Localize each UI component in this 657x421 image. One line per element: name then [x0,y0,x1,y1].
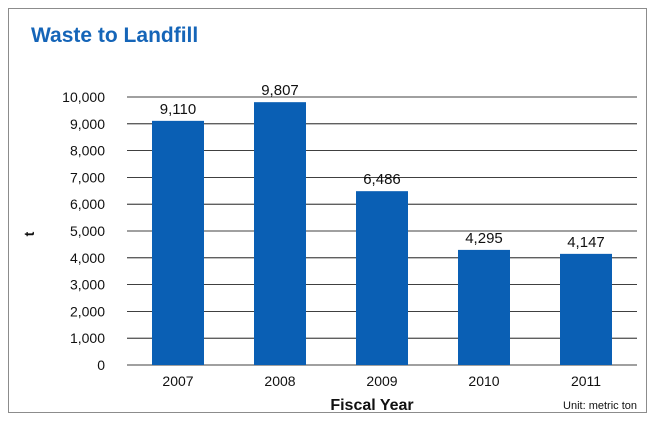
y-axis-ticks: 0 1,000 2,000 3,000 4,000 5,000 6,000 7,000 8,00… [62,89,105,373]
bar-2011 [560,253,612,365]
y-tick-label: 6,000 [70,196,105,212]
bar-2008 [254,102,306,366]
y-tick-label: 7,000 [70,169,105,185]
x-tick-label: 2010 [468,373,499,389]
y-tick-label: 8,000 [70,143,105,159]
y-tick-label: 4,000 [70,250,105,266]
data-label: 9,110 [160,101,196,118]
y-tick-label: 0 [97,357,105,373]
chart-title: Waste to Landfill [31,24,199,47]
x-tick-label: 2008 [264,373,295,389]
x-axis-label: Fiscal Year [330,397,413,414]
bar-2007 [152,120,204,366]
y-tick-label: 5,000 [70,223,105,239]
x-tick-label: 2007 [162,373,193,389]
bar-2010 [458,249,510,365]
data-label: 4,147 [567,234,605,251]
unit-note: Unit: metric ton [563,400,637,412]
chart-frame [8,8,647,413]
data-label: 6,486 [363,171,401,188]
data-labels: 9,110 9,807 6,486 4,295 4,147 [160,82,605,251]
x-tick-label: 2009 [366,373,397,389]
bars [152,102,612,366]
x-axis-ticks: 2007 2008 2009 2010 2011 [162,373,601,389]
y-axis-label: t [21,231,37,236]
data-label: 4,295 [465,230,503,247]
y-tick-label: 1,000 [70,330,105,346]
bar-2009 [356,191,408,365]
y-tick-label: 2,000 [70,303,105,319]
y-tick-label: 3,000 [70,277,105,293]
y-tick-label: 9,000 [70,116,105,132]
y-tick-label: 10,000 [62,89,105,105]
data-label: 9,807 [261,82,299,99]
x-tick-label: 2011 [571,373,601,389]
